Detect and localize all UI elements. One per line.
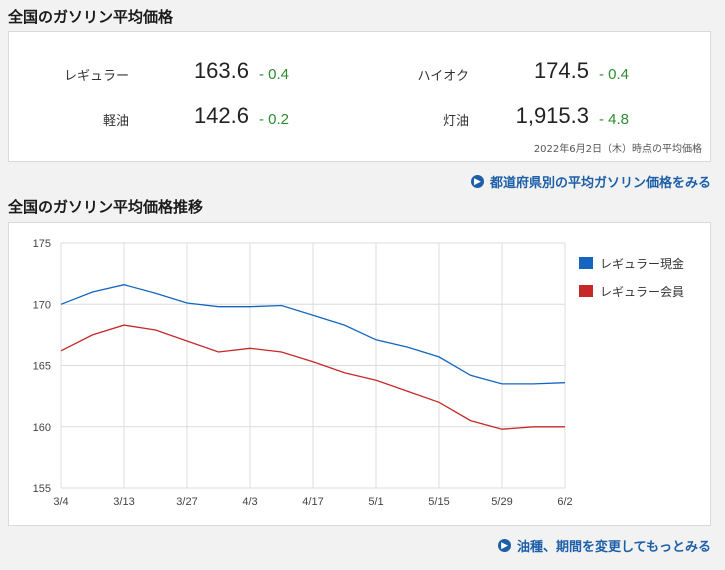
price-summary-card: レギュラー 163.6 - 0.4 ハイオク 174.5 - 0.4 軽油 14… [8, 31, 711, 162]
y-tick-label: 170 [33, 299, 51, 311]
trend-chart-card: 155 160 165 170 175 3/4 3/13 3/27 4/3 4/17 5/1 5/15… [8, 222, 711, 526]
series-line-1 [60, 284, 566, 385]
diesel-change: - 0.2 [259, 111, 290, 128]
highoctane-change: - 0.4 [599, 66, 630, 83]
x-tick-label: 3/4 [53, 496, 68, 508]
x-tick-label: 4/17 [302, 496, 323, 508]
x-tick-label: 4/3 [242, 496, 257, 508]
arrow-right-circle-icon: ▶ [470, 175, 484, 188]
arrow-right-circle-icon: ▶ [498, 539, 512, 552]
legend-label: レギュラー現金 [600, 256, 684, 271]
prefecture-price-link-label: 都道府県別の平均ガソリン価格をみる [489, 176, 711, 191]
prices-title: 全国のガソリン平均価格 [8, 8, 174, 26]
diesel-label: 軽油 [102, 114, 129, 129]
legend-label: レギュラー会員 [600, 285, 684, 299]
trend-chart: 155 160 165 170 175 3/4 3/13 3/27 4/3 4/17 5/1 5/15… [33, 238, 684, 508]
regular-change: - 0.4 [259, 66, 290, 83]
regular-label: レギュラー [63, 69, 129, 84]
prefecture-price-link[interactable]: ▶ 都道府県別の平均ガソリン価格をみる [470, 172, 711, 191]
date-note: 2022年6月2日（木）時点の平均価格 [533, 144, 702, 155]
x-tick-label: 5/1 [368, 496, 383, 508]
more-link[interactable]: ▶ 油種、期間を変更してもっとみる [498, 536, 711, 555]
diesel-price: 142.6 [193, 103, 249, 128]
more-link-label: 油種、期間を変更してもっとみる [517, 540, 711, 555]
trend-title: 全国のガソリン平均価格推移 [8, 198, 204, 216]
x-tick-label: 6/2 [557, 496, 572, 508]
y-tick-label: 155 [33, 483, 51, 495]
series-line-2 [60, 324, 565, 430]
legend-swatch [579, 285, 593, 297]
kerosene-label: 灯油 [442, 114, 469, 129]
x-tick-label: 5/29 [491, 496, 512, 508]
x-tick-label: 3/27 [176, 496, 197, 508]
legend-swatch [579, 257, 593, 269]
y-tick-label: 160 [33, 422, 51, 434]
highoctane-price: 174.5 [533, 58, 589, 83]
regular-price: 163.6 [193, 58, 249, 83]
x-tick-label: 3/13 [113, 496, 134, 508]
y-tick-label: 165 [33, 361, 51, 373]
kerosene-price: 1,915.3 [515, 103, 589, 128]
x-tick-label: 5/15 [428, 496, 449, 508]
y-tick-label: 175 [33, 238, 51, 250]
highoctane-label: ハイオク [417, 69, 469, 84]
kerosene-change: - 4.8 [599, 111, 630, 128]
